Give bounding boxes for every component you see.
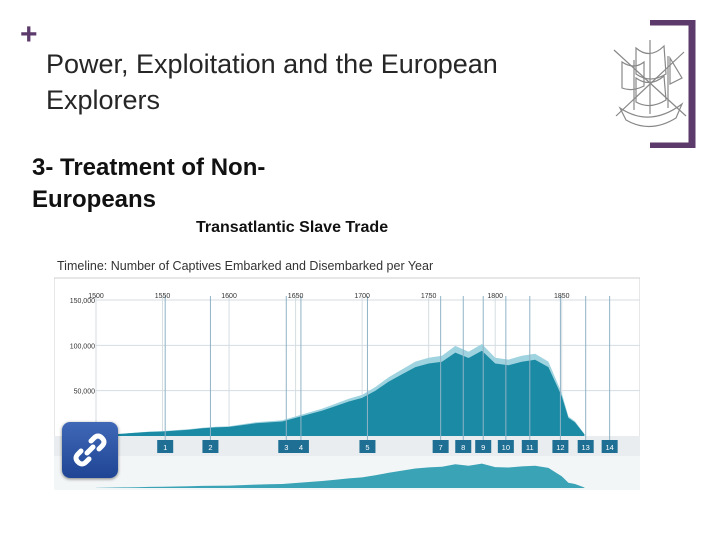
ship-logo-icon xyxy=(613,40,687,128)
period-marker-label-13: 13 xyxy=(582,443,590,452)
period-marker-label-4: 4 xyxy=(299,443,303,452)
x-tick-top: 1850 xyxy=(554,293,570,300)
bracket-frame xyxy=(650,20,696,148)
period-marker-5[interactable] xyxy=(359,440,376,453)
x-tick-top: 1800 xyxy=(487,293,503,300)
period-marker-14[interactable] xyxy=(601,440,618,453)
slide-title: Power, Exploitation and the European Exp… xyxy=(46,49,498,115)
chart-caption: Transatlantic Slave Trade xyxy=(196,219,389,236)
y-tick: 150,000 xyxy=(70,298,95,305)
period-marker-11[interactable] xyxy=(521,440,538,453)
hyperlink-icon xyxy=(73,433,107,467)
period-marker-label-9: 9 xyxy=(481,443,485,452)
period-marker-8[interactable] xyxy=(455,440,472,453)
period-marker-label-14: 14 xyxy=(605,443,613,452)
period-marker-label-3: 3 xyxy=(284,443,288,452)
period-marker-label-2: 2 xyxy=(208,443,212,452)
period-marker-1[interactable] xyxy=(157,440,174,453)
chart-title: Timeline: Number of Captives Embarked an… xyxy=(57,259,433,273)
x-tick-top: 1650 xyxy=(288,293,304,300)
series-embarked-area xyxy=(96,350,585,436)
period-marker-9[interactable] xyxy=(475,440,492,453)
y-tick: 50,000 xyxy=(74,389,96,396)
slide-subtitle: 3- Treatment of Non-Europeans xyxy=(32,154,266,213)
x-tick-top: 1550 xyxy=(155,293,171,300)
period-marker-label-1: 1 xyxy=(163,443,167,452)
x-tick-top: 1500 xyxy=(88,293,104,300)
hyperlink-button[interactable] xyxy=(62,422,118,478)
period-marker-label-11: 11 xyxy=(526,443,534,452)
period-marker-label-12: 12 xyxy=(556,443,564,452)
period-marker-2[interactable] xyxy=(202,440,219,453)
period-marker-label-8: 8 xyxy=(461,443,465,452)
period-marker-12[interactable] xyxy=(552,440,569,453)
x-tick-top: 1600 xyxy=(221,293,237,300)
x-tick-top: 1700 xyxy=(354,293,370,300)
period-marker-label-7: 7 xyxy=(439,443,443,452)
slave-trade-timeline-chart: Timeline: Number of Captives Embarked an… xyxy=(54,259,640,490)
y-tick: 100,000 xyxy=(70,343,95,350)
period-marker-10[interactable] xyxy=(497,440,514,453)
period-marker-4[interactable] xyxy=(292,440,309,453)
x-tick-top: 1750 xyxy=(421,293,437,300)
period-marker-label-10: 10 xyxy=(502,443,510,452)
plus-mark: + xyxy=(20,18,38,51)
series-disembarked-area xyxy=(96,463,585,488)
period-marker-7[interactable] xyxy=(432,440,449,453)
period-marker-label-5: 5 xyxy=(365,443,369,452)
period-marker-3[interactable] xyxy=(278,440,295,453)
period-marker-13[interactable] xyxy=(577,440,594,453)
